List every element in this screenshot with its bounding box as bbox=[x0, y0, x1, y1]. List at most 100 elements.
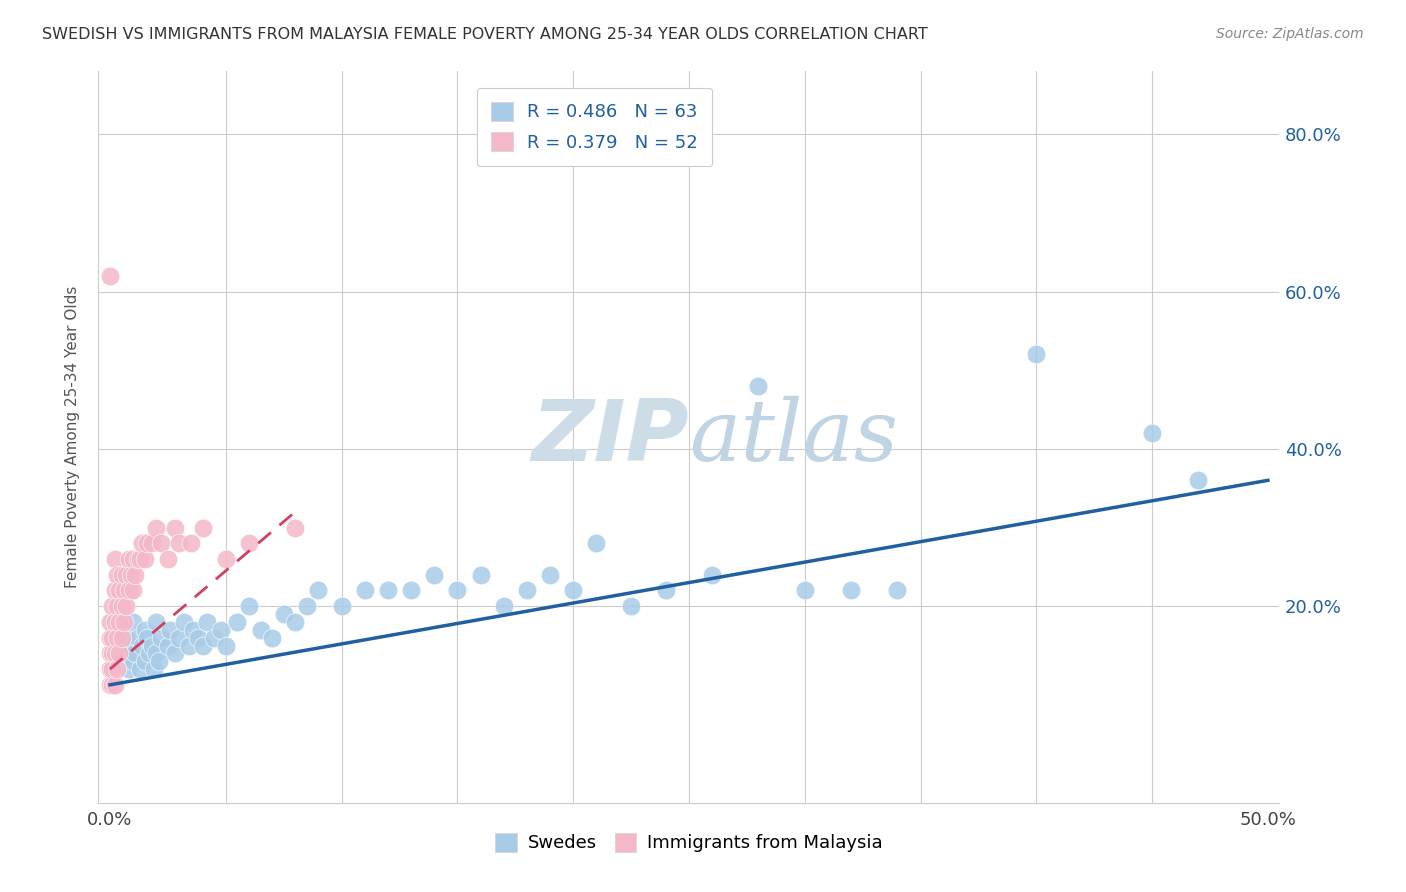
Point bbox=[115, 599, 138, 614]
Point bbox=[238, 536, 260, 550]
Point bbox=[183, 623, 205, 637]
Point bbox=[134, 552, 156, 566]
Point bbox=[127, 552, 149, 566]
Point bbox=[136, 536, 159, 550]
Point bbox=[148, 654, 170, 668]
Point bbox=[226, 615, 249, 629]
Point bbox=[839, 583, 862, 598]
Point bbox=[105, 631, 128, 645]
Text: Source: ZipAtlas.com: Source: ZipAtlas.com bbox=[1216, 27, 1364, 41]
Point bbox=[117, 583, 139, 598]
Point bbox=[215, 552, 238, 566]
Point bbox=[117, 662, 139, 676]
Point bbox=[562, 583, 585, 598]
Point bbox=[104, 583, 127, 598]
Point bbox=[353, 583, 375, 598]
Text: atlas: atlas bbox=[689, 396, 898, 478]
Point bbox=[177, 639, 200, 653]
Point bbox=[104, 552, 127, 566]
Point bbox=[399, 583, 422, 598]
Text: ZIP: ZIP bbox=[531, 395, 689, 479]
Point bbox=[131, 639, 153, 653]
Point bbox=[516, 583, 538, 598]
Point bbox=[98, 678, 121, 692]
Point bbox=[163, 646, 186, 660]
Point bbox=[108, 615, 131, 629]
Legend: Swedes, Immigrants from Malaysia: Swedes, Immigrants from Malaysia bbox=[488, 826, 890, 860]
Point bbox=[163, 520, 186, 534]
Point bbox=[105, 599, 128, 614]
Point bbox=[145, 646, 167, 660]
Point bbox=[585, 536, 607, 550]
Point bbox=[620, 599, 643, 614]
Point bbox=[538, 567, 561, 582]
Point bbox=[101, 631, 124, 645]
Point bbox=[191, 639, 214, 653]
Point bbox=[655, 583, 678, 598]
Point bbox=[134, 623, 156, 637]
Point bbox=[209, 623, 232, 637]
Point bbox=[423, 567, 446, 582]
Point bbox=[98, 615, 121, 629]
Point bbox=[1187, 473, 1209, 487]
Point bbox=[700, 567, 723, 582]
Point bbox=[215, 639, 238, 653]
Point bbox=[108, 583, 131, 598]
Point bbox=[284, 615, 307, 629]
Point bbox=[202, 631, 225, 645]
Point bbox=[129, 662, 152, 676]
Point bbox=[180, 536, 202, 550]
Point bbox=[124, 567, 146, 582]
Point bbox=[115, 631, 138, 645]
Point bbox=[173, 615, 195, 629]
Point bbox=[110, 599, 132, 614]
Point bbox=[249, 623, 271, 637]
Point bbox=[115, 567, 138, 582]
Point bbox=[156, 552, 179, 566]
Point bbox=[117, 552, 139, 566]
Point bbox=[187, 631, 209, 645]
Point bbox=[238, 599, 260, 614]
Point bbox=[307, 583, 329, 598]
Point bbox=[98, 268, 121, 283]
Point bbox=[108, 646, 131, 660]
Point bbox=[110, 646, 132, 660]
Point bbox=[141, 536, 163, 550]
Point bbox=[136, 631, 159, 645]
Point bbox=[120, 567, 142, 582]
Point bbox=[141, 639, 163, 653]
Point bbox=[98, 646, 121, 660]
Point bbox=[104, 678, 127, 692]
Point bbox=[101, 599, 124, 614]
Point bbox=[138, 646, 160, 660]
Point bbox=[101, 662, 124, 676]
Point bbox=[145, 520, 167, 534]
Point bbox=[105, 662, 128, 676]
Point bbox=[112, 583, 135, 598]
Point bbox=[886, 583, 908, 598]
Point bbox=[122, 615, 145, 629]
Point bbox=[112, 615, 135, 629]
Point bbox=[122, 654, 145, 668]
Point bbox=[143, 662, 166, 676]
Point bbox=[98, 631, 121, 645]
Point bbox=[110, 631, 132, 645]
Point bbox=[110, 567, 132, 582]
Point bbox=[101, 646, 124, 660]
Point bbox=[122, 552, 145, 566]
Point bbox=[124, 646, 146, 660]
Point bbox=[127, 631, 149, 645]
Point bbox=[446, 583, 468, 598]
Point bbox=[191, 520, 214, 534]
Point bbox=[169, 536, 191, 550]
Point bbox=[134, 654, 156, 668]
Y-axis label: Female Poverty Among 25-34 Year Olds: Female Poverty Among 25-34 Year Olds bbox=[65, 286, 80, 588]
Point bbox=[159, 623, 181, 637]
Point bbox=[377, 583, 399, 598]
Point bbox=[105, 567, 128, 582]
Text: SWEDISH VS IMMIGRANTS FROM MALAYSIA FEMALE POVERTY AMONG 25-34 YEAR OLDS CORRELA: SWEDISH VS IMMIGRANTS FROM MALAYSIA FEMA… bbox=[42, 27, 928, 42]
Point bbox=[104, 646, 127, 660]
Point bbox=[169, 631, 191, 645]
Point bbox=[122, 583, 145, 598]
Point bbox=[145, 615, 167, 629]
